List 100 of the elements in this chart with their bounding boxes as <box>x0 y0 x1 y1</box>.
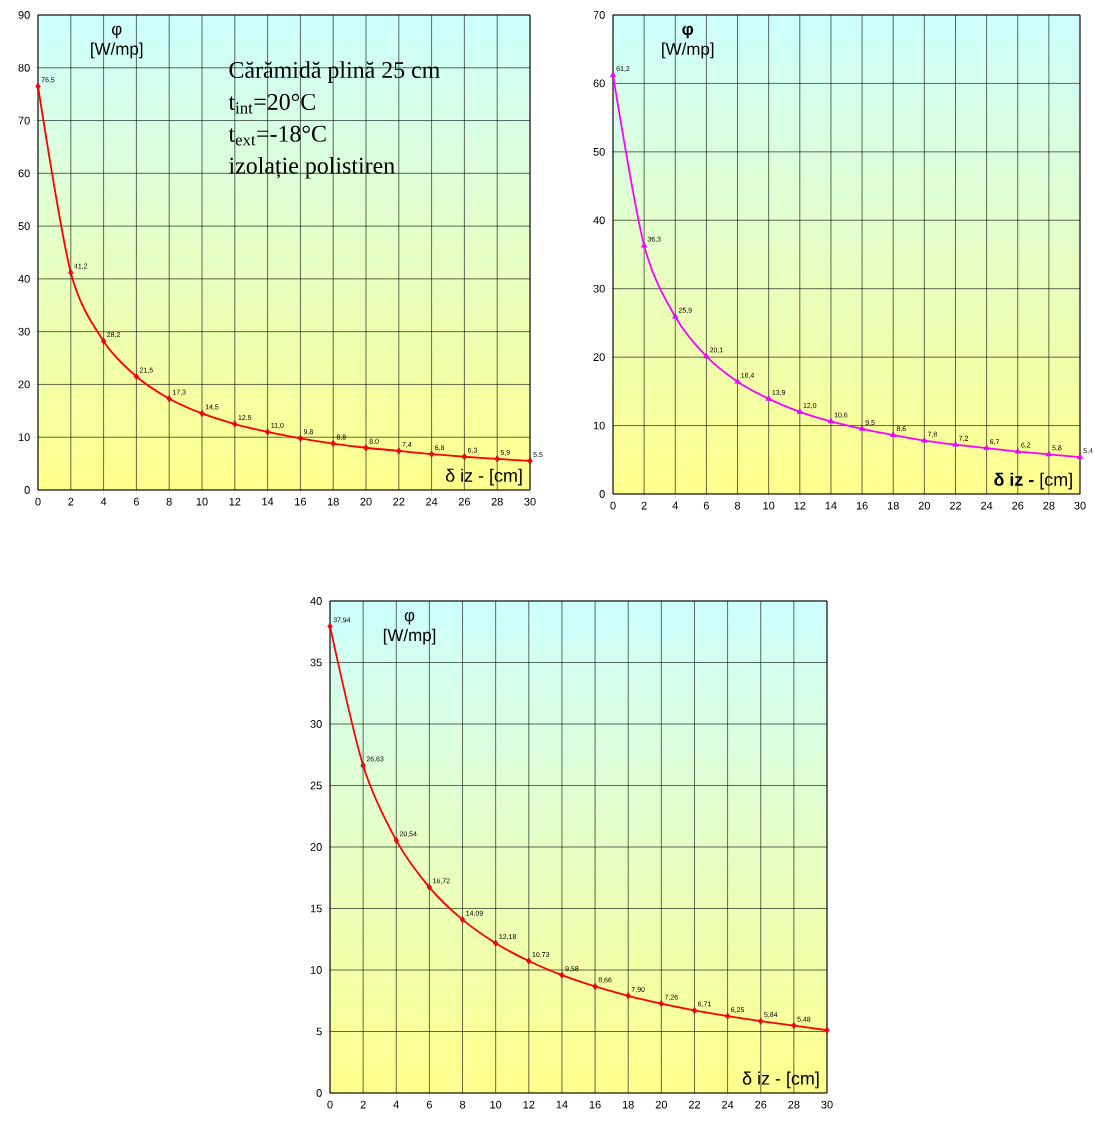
point <box>264 428 271 436</box>
point <box>1076 453 1084 459</box>
x-tick-label: 26 <box>458 497 471 506</box>
y-tick-label: 40 <box>593 216 605 225</box>
x-tick-label: 22 <box>393 497 405 506</box>
point <box>592 983 598 990</box>
point <box>658 1000 664 1008</box>
x-tick-label: 8 <box>734 501 741 510</box>
y-tick-label: 20 <box>593 353 605 362</box>
point <box>921 437 928 443</box>
x-tick-label: 6 <box>426 1100 432 1109</box>
y-tick-label: 0 <box>316 1089 322 1097</box>
x-tick-label: 12 <box>794 501 806 510</box>
y-tick-label: 80 <box>18 63 30 72</box>
y-tick-label: 40 <box>310 597 322 605</box>
x-axis-title: δ iz - [cm] <box>445 468 522 486</box>
point <box>827 418 834 424</box>
point <box>133 373 140 380</box>
point <box>68 269 74 276</box>
y-tick-label: 30 <box>18 327 30 336</box>
point <box>428 450 435 458</box>
x-tick-label: 20 <box>918 501 930 510</box>
point <box>734 378 741 384</box>
y-tick-label: 0 <box>599 490 605 498</box>
y-tick-label: 0 <box>24 486 30 494</box>
y-tick-label: 30 <box>593 284 605 293</box>
x-tick-label: 20 <box>360 497 372 506</box>
x-tick-label: 14 <box>825 501 837 510</box>
x-tick-label: 28 <box>788 1100 800 1109</box>
y-tick-label: 60 <box>593 79 605 88</box>
point <box>625 992 631 1000</box>
x-tick-label: 2 <box>360 1100 366 1109</box>
y-tick-label: 5 <box>316 1027 322 1036</box>
x-tick-label: 4 <box>672 501 678 510</box>
x-tick-label: 14 <box>556 1100 568 1109</box>
point <box>1045 450 1052 457</box>
point <box>758 1017 764 1025</box>
point <box>327 622 333 630</box>
x-tick-label: 30 <box>821 1100 833 1109</box>
x-tick-label: 8 <box>166 497 172 506</box>
x-tick-label: 16 <box>295 497 307 506</box>
x-tick-label: 10 <box>763 501 775 510</box>
x-tick-label: 0 <box>35 497 41 506</box>
y-tick-label: 10 <box>18 433 30 442</box>
x-tick-label: 2 <box>641 501 647 510</box>
x-tick-label: 16 <box>589 1100 601 1109</box>
point <box>461 453 468 461</box>
x-tick-label: 12 <box>229 497 241 506</box>
point <box>559 971 565 979</box>
point <box>952 441 959 447</box>
y-tick-label: 10 <box>593 421 605 430</box>
x-tick-label: 16 <box>856 501 868 510</box>
y-tick-label: 60 <box>18 169 30 178</box>
point <box>641 242 648 248</box>
point <box>983 444 990 450</box>
point <box>360 761 366 769</box>
y-tick-label: 70 <box>18 116 30 125</box>
x-tick-label: 30 <box>524 497 536 506</box>
x-tick-label: 24 <box>722 1100 734 1109</box>
y-tick-label: 20 <box>310 843 322 851</box>
y-axis-title: φ [W/mp] <box>91 25 143 59</box>
x-tick-label: 22 <box>949 501 962 510</box>
point <box>791 1022 797 1030</box>
point <box>859 425 866 431</box>
x-tick-label: 18 <box>887 501 899 510</box>
x-tick-label: 4 <box>393 1100 399 1109</box>
x-axis-title: δ iz - [cm] <box>742 1071 819 1089</box>
point <box>35 82 41 90</box>
x-tick-label: 24 <box>426 497 438 506</box>
point <box>724 1012 731 1020</box>
annotation: t$_{int}$=20°C <box>228 93 315 114</box>
x-tick-label: 2 <box>68 497 74 506</box>
point <box>526 957 532 965</box>
y-tick-label: 25 <box>310 781 322 790</box>
point <box>393 836 399 844</box>
point <box>459 916 466 924</box>
point <box>494 455 500 463</box>
point <box>426 883 433 891</box>
y-tick-label: 50 <box>18 222 30 230</box>
point <box>796 408 803 414</box>
point <box>297 434 304 442</box>
point <box>100 337 107 345</box>
point <box>396 447 402 455</box>
x-tick-label: 20 <box>655 1100 667 1109</box>
y-tick-label: 20 <box>18 380 30 389</box>
x-tick-label: 14 <box>262 497 274 506</box>
point <box>166 395 172 403</box>
point <box>703 353 710 359</box>
x-tick-label: 28 <box>491 497 503 506</box>
point <box>363 444 369 452</box>
point <box>493 939 499 947</box>
x-tick-label: 18 <box>622 1100 634 1109</box>
x-tick-label: 10 <box>196 497 208 506</box>
x-tick-label: 10 <box>490 1100 502 1109</box>
x-tick-label: 28 <box>1043 501 1055 510</box>
point <box>765 395 772 401</box>
annotation: izolație polistiren <box>228 156 395 179</box>
annotation: Cărămidă plină 25 cm <box>229 61 440 83</box>
x-axis-title: δ iz - [cm] <box>994 472 1072 490</box>
y-axis-title: φ [W/mp] <box>383 611 436 645</box>
